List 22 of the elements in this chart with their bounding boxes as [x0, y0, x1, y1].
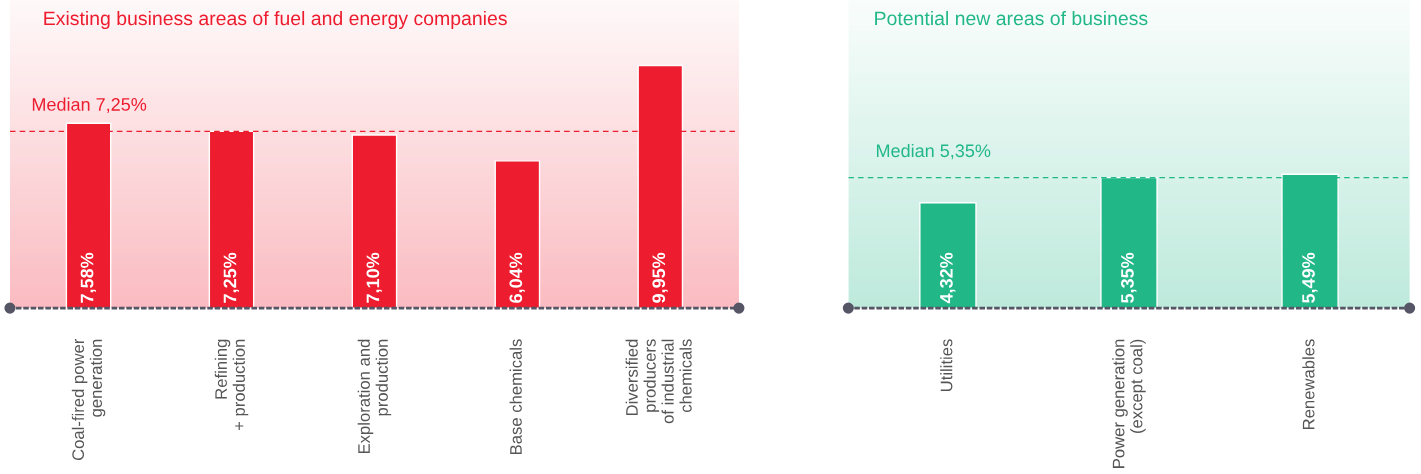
data-label: 7,10%: [366, 252, 382, 303]
x-tick-label: Utilities: [940, 339, 953, 392]
x-tick-label: Base chemicals: [509, 339, 522, 454]
bar: [494, 160, 541, 309]
chart-title: Potential new areas of business: [875, 10, 1148, 26]
bar: [351, 134, 398, 309]
x-tick-label: Diversified producers of industrial chemicals: [625, 339, 692, 424]
data-label: 5,49%: [1302, 252, 1318, 303]
x-tick-label: Coal-fired power generation: [71, 338, 106, 461]
ref-line-label: Median 7,25%: [32, 97, 147, 113]
x-tick-label: Exploration and production: [357, 339, 392, 454]
data-label: 4,32%: [939, 252, 956, 304]
x-tick-label: Renewables: [1302, 339, 1315, 430]
x-tick-label: Refining + production: [214, 339, 249, 431]
ref-line-label: Median 5,35%: [876, 143, 991, 160]
data-label: 7,58%: [80, 252, 97, 303]
chart-title: Existing business areas of fuel and energy companies: [44, 10, 507, 30]
data-label: 6,04%: [509, 252, 525, 303]
data-label: 7,25%: [223, 252, 239, 303]
data-label: 9,95%: [652, 252, 668, 303]
x-tick-label: Power generation (except coal): [1112, 339, 1146, 468]
data-label: 5,35%: [1121, 252, 1137, 303]
